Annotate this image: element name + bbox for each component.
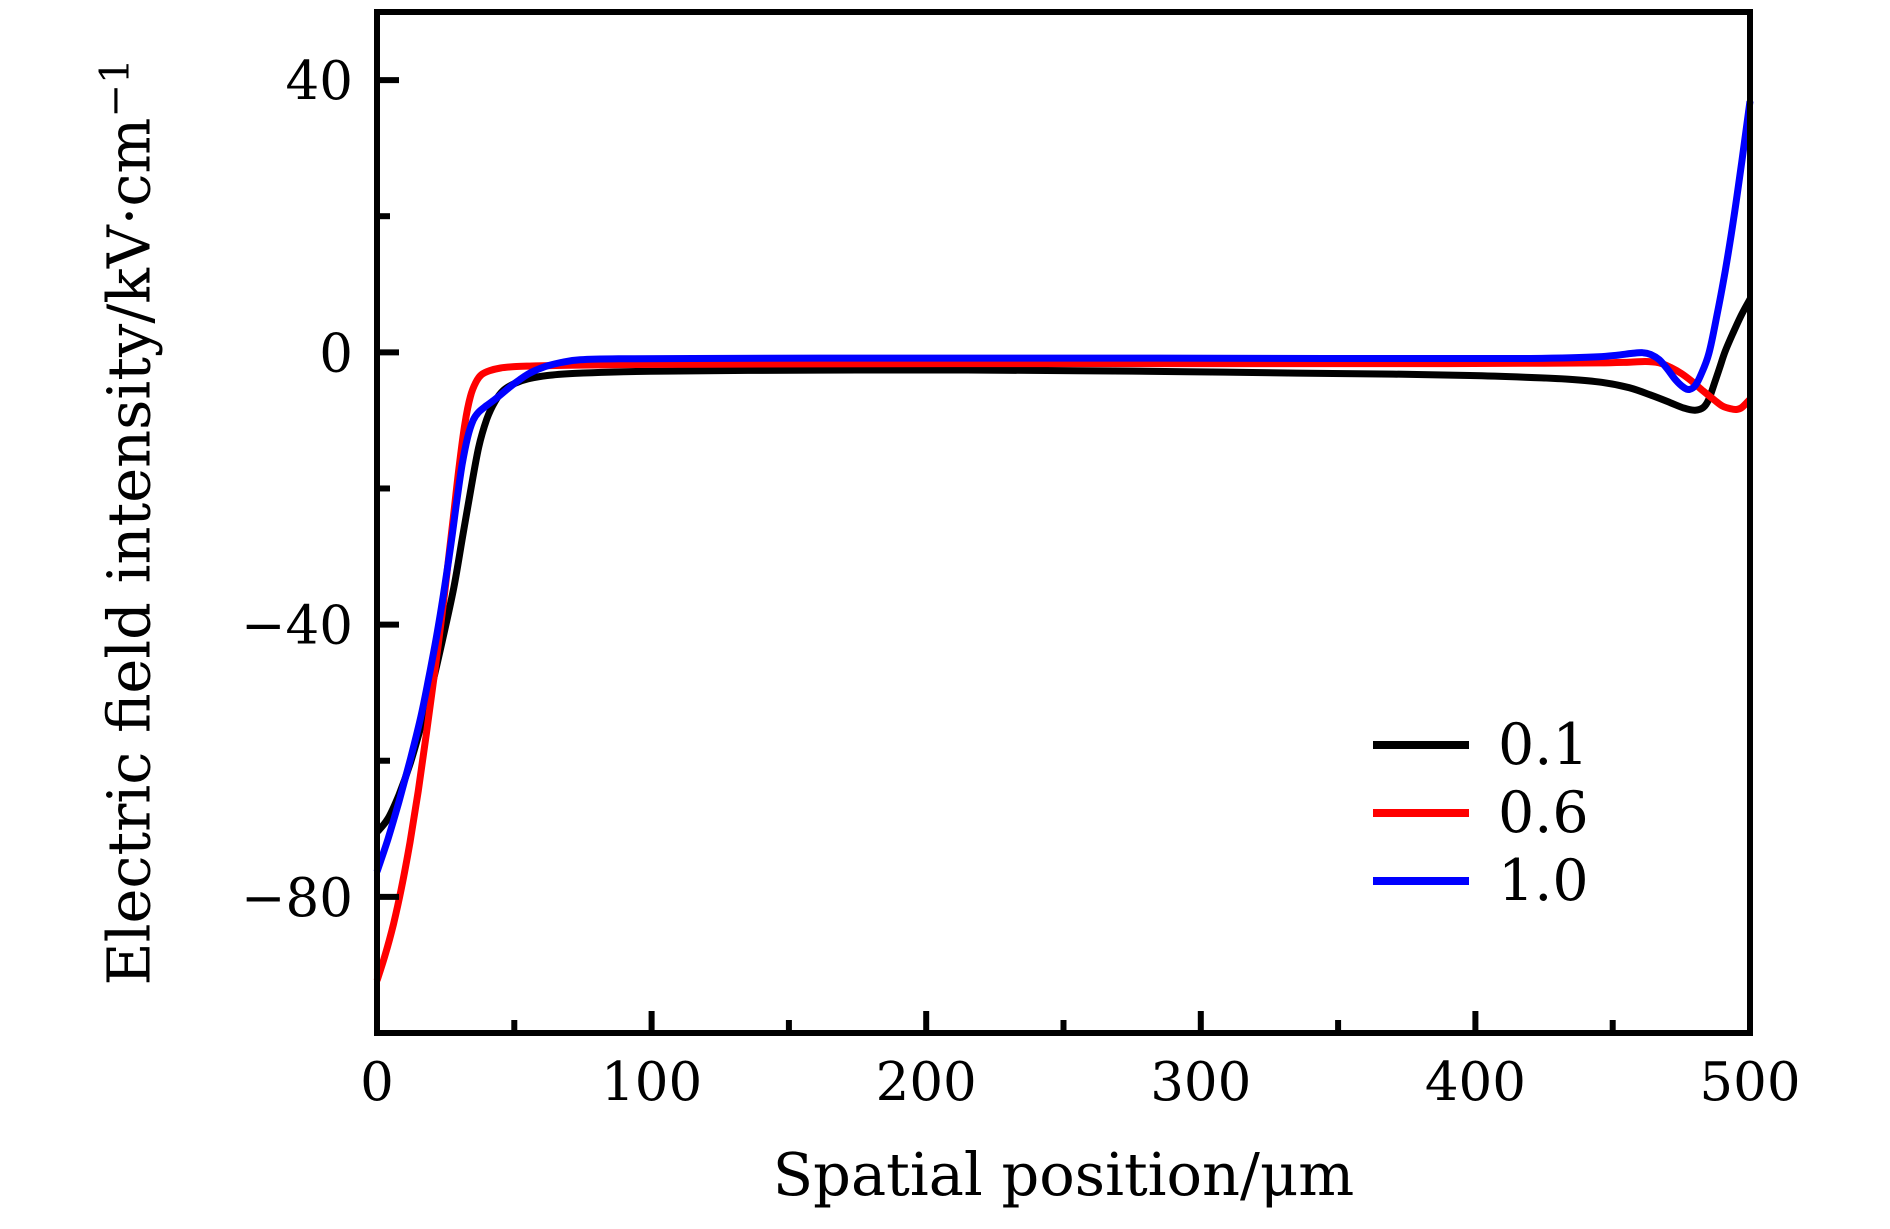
legend-label: 0.1 <box>1498 711 1589 778</box>
legend-line-swatch-red <box>1373 809 1469 817</box>
y-tick-label: −40 <box>241 596 353 657</box>
y-tick-label: 40 <box>286 51 353 112</box>
x-tick-label: 400 <box>1425 1052 1526 1113</box>
legend-label: 0.6 <box>1498 779 1589 846</box>
x-axis-title: Spatial position/μm <box>772 1140 1355 1209</box>
legend: 0.1 0.6 1.0 <box>1373 716 1589 910</box>
y-axis-title-exponent: −1 <box>92 58 139 118</box>
legend-line-swatch-blue <box>1373 877 1469 885</box>
x-tick-label: 500 <box>1699 1052 1800 1113</box>
legend-line-swatch-black <box>1373 741 1469 749</box>
curve-0.1 <box>374 297 1754 835</box>
legend-item-1.0: 1.0 <box>1373 852 1589 910</box>
y-axis-title-text: Electric field intensity/kV·cm <box>94 117 164 986</box>
legend-item-0.6: 0.6 <box>1373 784 1589 842</box>
legend-item-0.1: 0.1 <box>1373 716 1589 774</box>
legend-label: 1.0 <box>1498 847 1589 914</box>
y-tick-label: 0 <box>319 323 353 384</box>
x-tick-label: 200 <box>876 1052 977 1113</box>
x-tick-label: 100 <box>601 1052 702 1113</box>
x-tick-label: 0 <box>360 1052 394 1113</box>
curve-1.0 <box>373 100 1754 873</box>
y-tick-label: −80 <box>241 868 353 929</box>
y-axis-title: Electric field intensity/kV·cm−1 <box>92 58 164 986</box>
x-tick-label: 300 <box>1150 1052 1251 1113</box>
